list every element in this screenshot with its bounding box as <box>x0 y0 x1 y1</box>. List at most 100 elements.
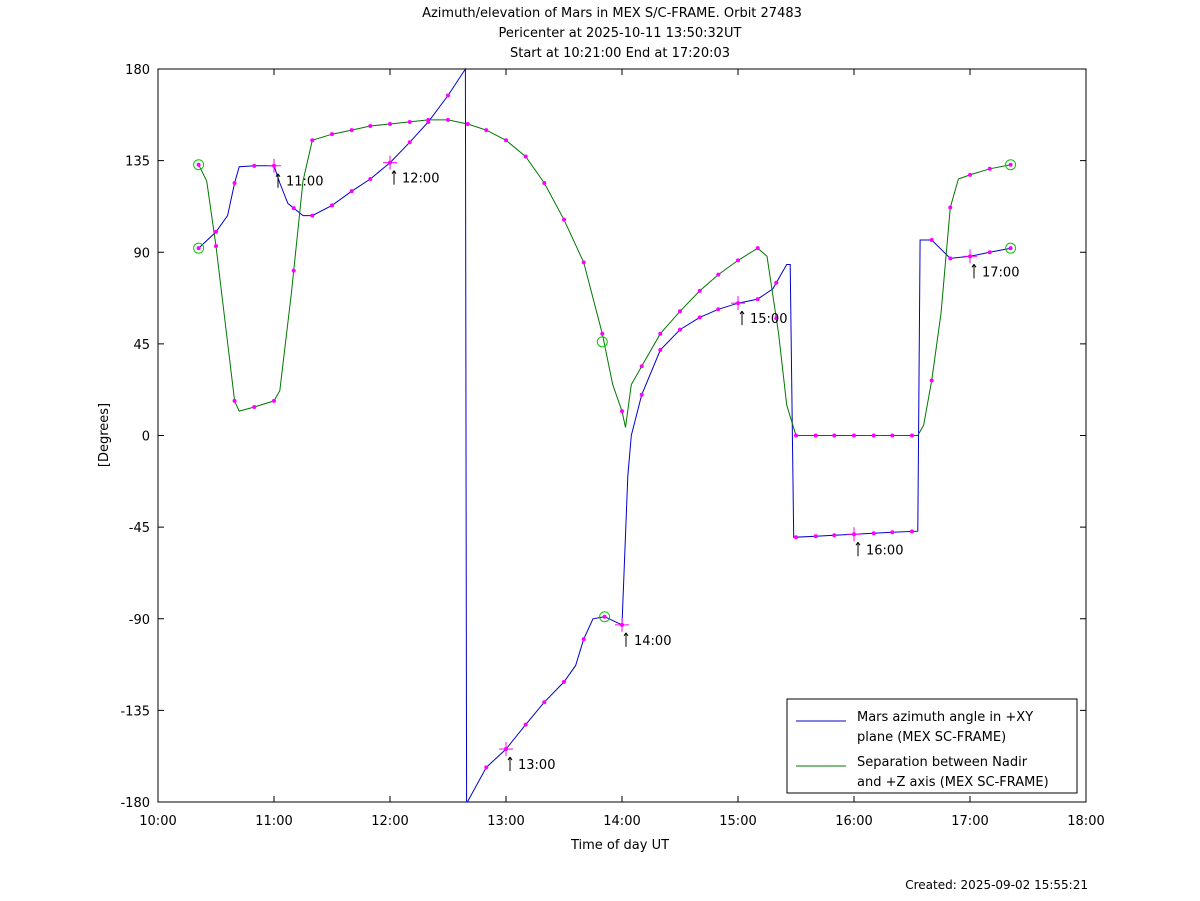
axis-ticks: 10:00 11:00 12:00 13:00 14:00 15:00 16:00 17:00… <box>120 63 1104 829</box>
endpoint-circle <box>1005 159 1017 171</box>
hour-label: 17:00 <box>982 265 1019 280</box>
data-point <box>929 378 934 383</box>
data-point <box>774 280 779 285</box>
hour-pointer <box>971 264 975 268</box>
data-markers <box>193 93 1017 770</box>
title-line-1: Azimuth/elevation of Mars in MEX S/C-FRA… <box>422 6 802 21</box>
data-point <box>716 272 721 277</box>
y-tick-label: -180 <box>120 796 150 811</box>
data-point <box>716 307 721 312</box>
x-tick-label: 10:00 <box>139 814 176 829</box>
data-point <box>948 205 953 210</box>
endpoint-circle <box>193 159 205 171</box>
data-point <box>368 124 373 129</box>
data-point <box>426 117 431 122</box>
series-line-1 <box>198 119 1011 436</box>
data-point <box>349 128 354 133</box>
y-tick-label: 180 <box>125 63 150 78</box>
data-point <box>484 765 489 770</box>
data-point <box>658 331 663 336</box>
hour-pointer <box>855 541 859 546</box>
legend-label-separation-line-1: Separation between Nadir <box>857 755 1028 770</box>
data-point <box>291 206 296 211</box>
data-point <box>196 246 201 251</box>
data-point <box>1008 246 1013 251</box>
data-point <box>581 260 586 265</box>
data-point <box>214 229 218 234</box>
hour-pointer <box>391 170 395 174</box>
data-point <box>639 364 644 369</box>
hour-pointer <box>739 310 743 315</box>
x-tick-label: 12:00 <box>371 814 408 829</box>
data-point <box>310 138 315 143</box>
data-point <box>794 433 798 438</box>
chart-title: Azimuth/elevation of Mars in MEX S/C-FRA… <box>422 6 802 61</box>
x-tick-label: 15:00 <box>719 814 756 829</box>
data-point <box>620 409 624 414</box>
data-point <box>542 700 547 705</box>
data-point <box>388 121 392 126</box>
data-point <box>697 288 702 293</box>
data-point <box>774 316 779 321</box>
x-tick-label: 11:00 <box>255 814 292 829</box>
data-point <box>232 398 237 403</box>
data-point <box>368 176 373 181</box>
x-axis-label: Time of day UT <box>570 838 669 853</box>
data-point <box>407 140 412 145</box>
data-point <box>987 250 992 255</box>
y-tick-label: 135 <box>125 155 150 170</box>
x-tick-label: 17:00 <box>951 814 988 829</box>
data-point <box>465 121 470 126</box>
data-point <box>852 433 856 438</box>
data-point <box>252 404 257 409</box>
x-tick-label: 13:00 <box>487 814 524 829</box>
legend-label-azimuth-line-2: plane (MEX SC-FRAME) <box>857 730 1006 745</box>
data-point <box>755 246 760 251</box>
endpoint-circle <box>599 611 611 623</box>
data-point <box>310 213 315 218</box>
data-point <box>602 614 607 619</box>
data-point <box>581 637 586 642</box>
data-point <box>813 534 818 539</box>
data-point <box>639 392 644 397</box>
data-point <box>755 297 760 302</box>
y-tick-label: -90 <box>129 613 150 628</box>
data-point <box>446 93 450 98</box>
endpoint-circle <box>193 242 205 254</box>
data-point <box>349 189 354 194</box>
hour-pointer <box>625 632 629 637</box>
data-point <box>929 238 934 243</box>
data-point <box>1008 162 1013 167</box>
title-line-3: Start at 10:21:00 End at 17:20:03 <box>510 46 730 61</box>
legend-label-azimuth-line-1: Mars azimuth angle in +XY <box>857 710 1033 725</box>
hour-pointer <box>857 541 861 546</box>
hour-label: 15:00 <box>750 312 787 327</box>
hour-label: 12:00 <box>402 172 439 187</box>
x-tick-label: 18:00 <box>1067 814 1104 829</box>
data-point <box>678 327 682 332</box>
y-axis-label: [Degrees] <box>97 403 112 467</box>
data-point <box>523 722 528 727</box>
y-tick-label: 90 <box>133 246 150 261</box>
data-point <box>504 138 508 143</box>
x-tick-label: 16:00 <box>835 814 872 829</box>
data-point <box>562 217 566 222</box>
hour-pointer <box>275 173 279 177</box>
data-point <box>794 535 798 540</box>
endpoint-circle <box>1005 242 1017 254</box>
data-point <box>214 244 218 249</box>
data-point <box>330 132 334 137</box>
data-point <box>523 154 528 159</box>
created-timestamp: Created: 2025-09-02 15:55:21 <box>905 878 1088 892</box>
endpoint-circle <box>596 336 608 348</box>
data-point <box>832 533 837 538</box>
data-point <box>910 529 914 534</box>
data-point <box>658 347 663 352</box>
data-point <box>736 258 740 263</box>
data-point <box>890 530 895 535</box>
data-point <box>813 433 818 438</box>
data-point <box>291 268 296 273</box>
data-point <box>890 433 895 438</box>
data-point <box>407 119 412 124</box>
data-point <box>196 162 201 167</box>
